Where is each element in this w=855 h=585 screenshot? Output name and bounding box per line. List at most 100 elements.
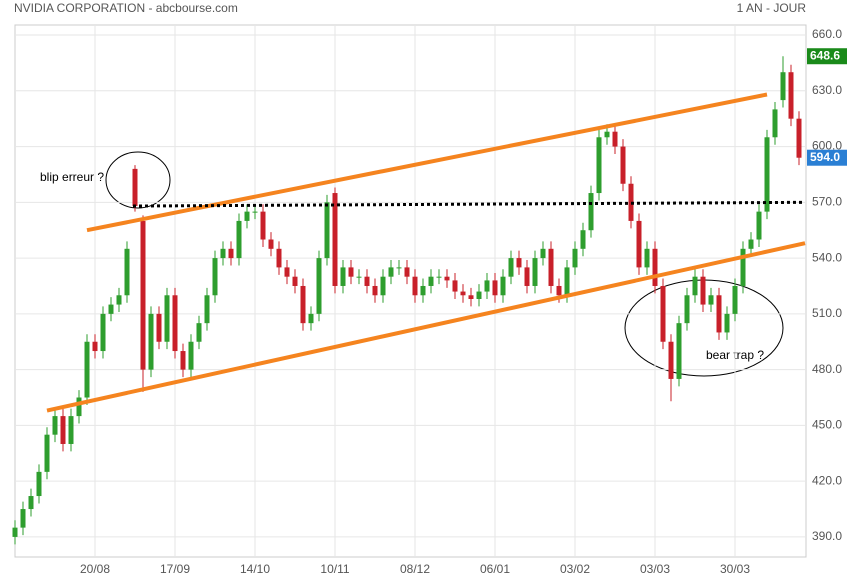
price-tag-label: 648.6 xyxy=(810,48,840,62)
x-tick-label: 14/10 xyxy=(240,562,270,576)
candle-body xyxy=(420,285,426,296)
candle-body xyxy=(132,168,138,207)
candle-body xyxy=(220,248,226,259)
candle-body xyxy=(316,258,322,314)
candle-body xyxy=(660,285,666,342)
candle-body xyxy=(788,72,794,119)
candle-body xyxy=(180,351,186,370)
candle-body xyxy=(108,304,114,314)
candle-body xyxy=(396,267,402,269)
candle-body xyxy=(692,276,698,296)
x-tick-label: 03/02 xyxy=(560,562,590,576)
price-tag xyxy=(807,149,847,166)
candle-body xyxy=(516,258,522,268)
annotation-circle xyxy=(105,151,171,209)
candle-body xyxy=(468,295,474,299)
candle-body xyxy=(196,323,202,342)
candle-body xyxy=(500,276,506,296)
y-tick-label: 570.0 xyxy=(812,195,842,209)
candle-body xyxy=(60,416,66,444)
candle-body xyxy=(540,248,546,259)
candle-body xyxy=(332,193,338,286)
price-tag-label: 594.0 xyxy=(810,150,840,164)
candle-body xyxy=(268,239,274,249)
candle-body xyxy=(612,131,618,147)
candle-body xyxy=(340,267,346,286)
candle-body xyxy=(372,285,378,296)
candle-body xyxy=(548,248,554,286)
candle-body xyxy=(604,131,610,138)
candle-body xyxy=(404,267,410,277)
y-tick-label: 660.0 xyxy=(812,27,842,41)
y-tick-label: 510.0 xyxy=(812,306,842,320)
candle-body xyxy=(716,295,722,333)
y-tick-label: 420.0 xyxy=(812,473,842,487)
candle-body xyxy=(124,248,130,296)
candle-body xyxy=(156,313,162,342)
candle-body xyxy=(428,276,434,286)
y-tick-label: 540.0 xyxy=(812,250,842,264)
annotation: blip erreur ? xyxy=(40,170,104,184)
candle-body xyxy=(76,397,82,417)
candle-body xyxy=(388,267,394,277)
candle-body xyxy=(756,211,762,240)
candle-body xyxy=(412,276,418,296)
candle-body xyxy=(636,220,642,268)
candle-body xyxy=(492,280,498,296)
y-tick-label: 600.0 xyxy=(812,139,842,153)
candle-body xyxy=(780,72,786,101)
candle-body xyxy=(596,137,602,194)
candle-body xyxy=(708,295,714,305)
candle-body xyxy=(484,280,490,292)
x-tick-label: 20/08 xyxy=(80,562,110,576)
candle-body xyxy=(356,276,362,278)
candle-body xyxy=(460,291,466,296)
candle-body xyxy=(276,248,282,268)
candle-body xyxy=(508,258,514,277)
candle-body xyxy=(564,267,570,296)
candle-body xyxy=(452,280,458,292)
candle-body xyxy=(260,211,266,240)
candle-body xyxy=(740,248,746,286)
candle-body xyxy=(764,137,770,212)
candle-body xyxy=(36,471,42,497)
candle-body xyxy=(348,267,354,277)
candle-body xyxy=(644,248,650,268)
candle-body xyxy=(588,193,594,231)
candle-body xyxy=(620,146,626,184)
chart-title: NVIDIA CORPORATION - abcbourse.com xyxy=(14,1,238,15)
candle-body xyxy=(228,248,234,259)
x-tick-label: 17/09 xyxy=(160,562,190,576)
chart-subtitle: 1 AN - JOUR xyxy=(737,1,807,15)
candle-body xyxy=(668,341,674,379)
candle-body xyxy=(324,202,330,259)
candle-body xyxy=(724,313,730,333)
price-tag xyxy=(807,48,847,65)
candle-body xyxy=(580,230,586,249)
x-tick-label: 30/03 xyxy=(720,562,750,576)
candle-body xyxy=(292,276,298,286)
candle-body xyxy=(236,220,242,259)
candle-body xyxy=(796,118,802,158)
candle-body xyxy=(380,276,386,296)
candle-body xyxy=(212,258,218,296)
candle-body xyxy=(748,239,754,249)
candle-body xyxy=(244,211,250,221)
candle-body xyxy=(700,276,706,305)
candle-body xyxy=(44,434,50,472)
trend-line xyxy=(132,200,806,208)
x-tick-label: 08/12 xyxy=(400,562,430,576)
candle-body xyxy=(116,295,122,305)
x-tick-label: 03/03 xyxy=(640,562,670,576)
candle-body xyxy=(20,509,26,528)
candle-body xyxy=(572,248,578,268)
candle-body xyxy=(556,285,562,296)
y-tick-label: 630.0 xyxy=(812,83,842,97)
candle-body xyxy=(284,267,290,277)
candle-body xyxy=(732,285,738,314)
trend-line xyxy=(46,241,806,413)
candle-body xyxy=(532,258,538,286)
candle-body xyxy=(92,341,98,352)
